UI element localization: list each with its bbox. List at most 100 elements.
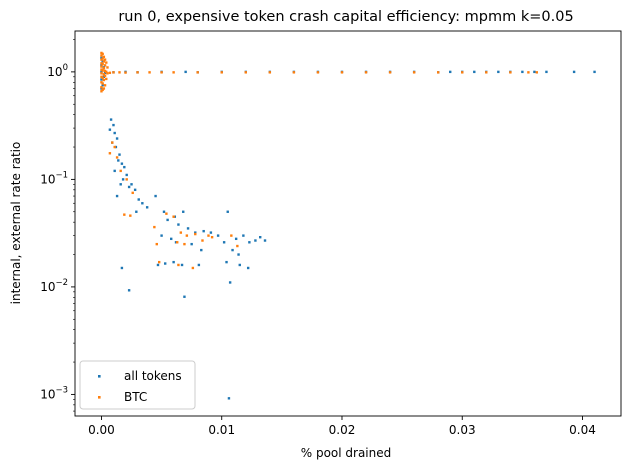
data-point	[101, 82, 104, 85]
data-point	[120, 162, 124, 165]
data-point	[165, 212, 168, 215]
data-point	[162, 210, 166, 213]
legend-label-btc: BTC	[124, 390, 147, 404]
plot-frame	[74, 30, 622, 417]
data-point	[117, 159, 120, 162]
data-point	[202, 229, 205, 233]
data-point	[156, 263, 160, 267]
data-point	[100, 90, 103, 93]
data-point	[119, 183, 122, 186]
data-point	[148, 71, 151, 74]
data-point	[112, 123, 115, 127]
data-point	[101, 88, 104, 92]
data-point	[135, 210, 138, 213]
data-point	[190, 242, 193, 246]
data-point	[125, 173, 128, 177]
y-tick-label: 10−1	[40, 170, 68, 186]
data-point	[236, 244, 239, 248]
data-point	[231, 248, 234, 252]
data-point	[183, 242, 186, 246]
data-point	[572, 70, 576, 74]
data-point	[201, 239, 204, 242]
data-point	[533, 70, 536, 74]
data-point	[100, 78, 103, 81]
data-point	[209, 231, 213, 234]
data-point	[115, 194, 119, 198]
data-point	[248, 241, 251, 244]
data-point	[101, 52, 104, 56]
data-point	[268, 71, 272, 74]
x-tick-label: 0.01	[208, 423, 235, 437]
data-point	[222, 241, 226, 244]
data-point	[234, 237, 238, 241]
data-point	[160, 234, 163, 237]
data-point	[228, 281, 232, 284]
data-point	[113, 145, 116, 149]
data-point	[100, 87, 103, 90]
data-point	[103, 84, 107, 87]
data-point	[497, 70, 500, 74]
data-point	[153, 225, 156, 229]
data-point	[130, 183, 133, 186]
legend-marker-all-tokens	[98, 375, 101, 378]
data-point	[102, 55, 106, 59]
data-point	[157, 260, 161, 264]
data-point	[473, 70, 476, 74]
series-1	[100, 51, 539, 270]
data-point	[109, 118, 113, 121]
data-point	[196, 71, 199, 74]
data-point	[263, 239, 267, 242]
data-point	[197, 263, 201, 267]
data-point	[216, 234, 220, 237]
data-point	[180, 263, 184, 267]
x-tick-label: 0.03	[449, 423, 476, 437]
data-point	[172, 260, 175, 264]
data-point	[194, 232, 197, 236]
data-point	[316, 71, 320, 74]
data-point	[238, 263, 241, 267]
data-point	[101, 62, 104, 66]
data-point	[105, 77, 108, 81]
data-point	[593, 70, 596, 74]
data-point	[155, 242, 158, 246]
data-point	[200, 248, 203, 252]
data-point	[160, 71, 163, 74]
data-point	[137, 198, 140, 201]
data-point	[388, 71, 392, 74]
data-point	[227, 397, 231, 400]
data-point	[103, 58, 107, 61]
data-point	[120, 266, 124, 270]
data-point	[412, 71, 416, 74]
data-point	[101, 57, 104, 60]
data-point	[292, 71, 296, 74]
y-tick-label: 100	[47, 63, 68, 79]
data-point	[118, 153, 121, 156]
data-point	[105, 61, 108, 64]
y-tick-label: 10−2	[40, 278, 68, 294]
data-point	[237, 253, 240, 256]
data-point	[127, 185, 131, 189]
data-point	[123, 213, 126, 216]
data-point	[176, 241, 179, 244]
data-point	[166, 218, 169, 222]
data-point	[125, 178, 128, 181]
data-point	[121, 178, 125, 181]
data-point	[101, 84, 104, 87]
data-point	[364, 71, 368, 74]
data-point	[103, 74, 107, 77]
data-point	[101, 76, 104, 80]
data-point	[225, 260, 228, 264]
data-point	[111, 141, 114, 144]
data-point	[108, 128, 112, 131]
data-point	[177, 263, 180, 267]
data-point	[100, 86, 103, 89]
data-point	[186, 227, 190, 230]
data-point	[112, 71, 115, 74]
data-point	[340, 71, 344, 74]
data-point	[545, 70, 548, 74]
data-point	[133, 188, 137, 192]
y-axis-label: internal, external rate ratio	[9, 142, 23, 305]
data-point	[108, 152, 112, 155]
data-point	[230, 234, 233, 237]
